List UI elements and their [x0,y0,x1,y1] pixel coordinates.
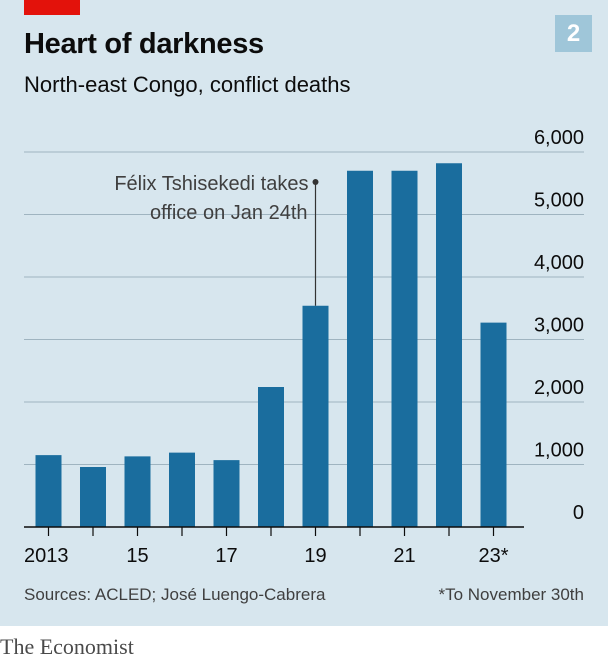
chart-subtitle: North-east Congo, conflict deaths [24,72,351,97]
y-tick-label: 5,000 [534,190,584,212]
chart-title: Heart of darkness [24,28,264,60]
source-note: Sources: ACLED; José Luengo-Cabrera [24,585,326,604]
bar-2022 [436,163,462,527]
bar-2013 [35,455,62,527]
bar-2016 [169,452,195,527]
bar-2021 [391,170,418,527]
bar-2014 [80,467,106,527]
bar-2015 [124,456,151,527]
bar-2019 [302,305,329,527]
y-tick-label: 2,000 [534,377,584,399]
x-tick-label: 21 [393,545,415,567]
x-tick-label: 2013 [24,545,69,567]
y-tick-label: 4,000 [534,252,584,274]
y-tick-label: 3,000 [534,315,584,337]
bar-2017 [213,460,240,527]
x-tick-label: 19 [304,545,326,567]
chart-number-badge: 2 [555,15,592,52]
x-tick-label: 17 [215,545,237,567]
y-tick-label: 6,000 [534,127,584,149]
bar-2018 [258,387,284,527]
bars [35,163,507,527]
bar-chart: Félix Tshisekedi takes office on Jan 24th… [24,127,584,567]
y-tick-label: 0 [573,502,584,524]
footnote: *To November 30th [438,585,584,604]
bar-2020 [347,170,373,527]
annotation-text-line: office on Jan 24th [150,202,308,224]
annotation-text-line: Félix Tshisekedi takes [114,173,308,195]
bar-2023 [480,322,507,527]
brand-accent-tab [24,0,80,15]
axes: 0 1,000 2,000 3,000 4,000 5,000 6,000 2013 15 17 1… [24,127,584,567]
brand-logo-text: The Economist [0,634,134,659]
x-tick-label: 15 [126,545,148,567]
y-tick-label: 1,000 [534,440,584,462]
x-tick-label: 23* [478,545,508,567]
annotation: Félix Tshisekedi takes office on Jan 24th [114,173,319,306]
annotation-dot [312,179,319,185]
